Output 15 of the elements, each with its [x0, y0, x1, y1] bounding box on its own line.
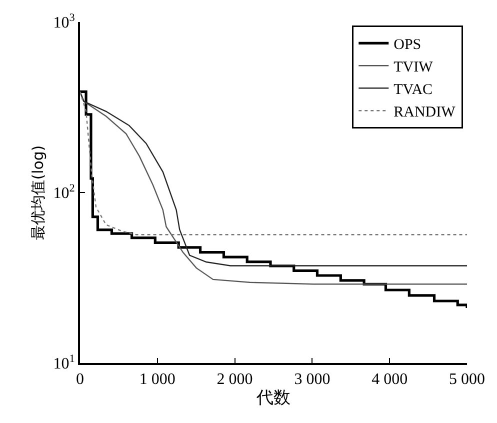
legend-label: OPS — [394, 37, 422, 54]
y-axis-title: 最优均值(log) — [28, 145, 47, 240]
x-tick-label: 5 000 — [449, 371, 485, 388]
x-tick-label: 1 000 — [139, 371, 176, 388]
x-tick-label: 0 — [76, 371, 84, 388]
legend-label: TVIW — [394, 60, 434, 76]
x-tick-label: 3 000 — [294, 371, 330, 388]
legend-label: RANDIW — [394, 104, 456, 121]
x-tick-label: 4 000 — [372, 371, 408, 388]
y-tick-label: 10$^{1}$ — [53, 352, 75, 373]
x-axis-title: 代数 — [256, 388, 290, 408]
x-tick-label: 2 000 — [216, 371, 253, 388]
y-tick-label: 10$^{2}$ — [53, 182, 75, 202]
legend-label: TVAC — [394, 82, 433, 98]
y-tick-label: 10$^{3}$ — [53, 12, 76, 32]
